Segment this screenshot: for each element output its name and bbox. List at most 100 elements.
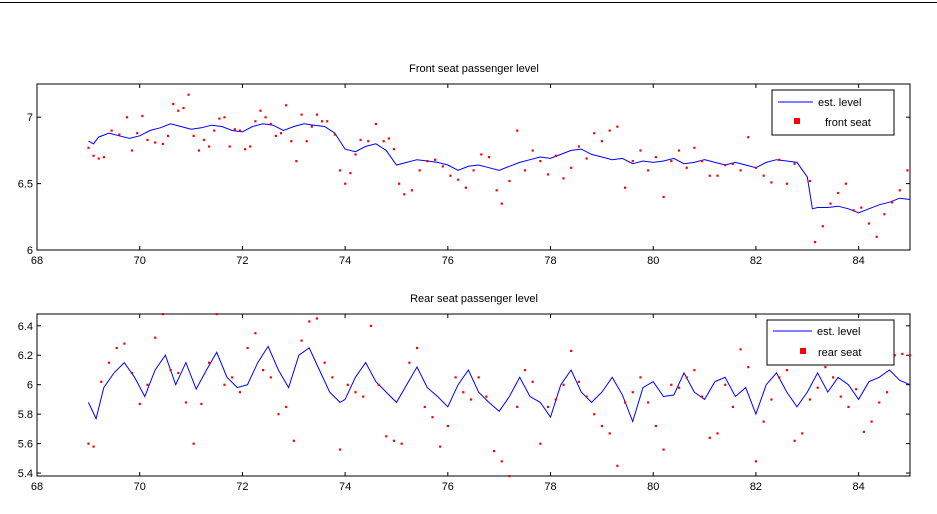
data-point bbox=[531, 380, 534, 383]
data-point bbox=[290, 140, 293, 143]
data-point bbox=[577, 380, 580, 383]
data-point bbox=[354, 153, 357, 156]
data-point bbox=[870, 420, 873, 423]
data-point bbox=[200, 402, 203, 405]
data-point bbox=[480, 153, 483, 156]
data-point bbox=[354, 391, 357, 394]
data-point bbox=[754, 460, 758, 463]
data-point bbox=[172, 102, 175, 106]
data-point bbox=[349, 172, 352, 175]
data-point bbox=[739, 169, 742, 172]
data-point bbox=[259, 109, 262, 112]
data-point bbox=[110, 129, 113, 132]
data-point bbox=[778, 158, 781, 161]
data-point bbox=[177, 371, 180, 375]
data-point bbox=[508, 475, 511, 478]
data-point bbox=[785, 182, 788, 185]
data-point bbox=[875, 235, 878, 238]
x-tick-label: 80 bbox=[647, 481, 659, 493]
data-point bbox=[331, 376, 334, 379]
data-point bbox=[305, 140, 308, 143]
data-point bbox=[131, 371, 134, 375]
legend-label-rear-seat: rear seat bbox=[818, 347, 861, 359]
data-point bbox=[837, 191, 840, 195]
data-point bbox=[228, 145, 231, 148]
front-seat-panel: Front seat passenger level 68 70 72 74 76 78 8… bbox=[18, 63, 911, 267]
y-tick-label: 6 bbox=[27, 380, 33, 392]
data-point bbox=[893, 354, 896, 357]
data-point bbox=[359, 138, 362, 141]
data-point bbox=[901, 352, 904, 355]
x-tick-label: 78 bbox=[544, 255, 556, 267]
legend-point-swatch bbox=[794, 118, 800, 124]
legend-label-front-seat: front seat bbox=[825, 117, 871, 129]
axis-ticks: 68 70 72 74 76 78 80 82 84 5.4 5.6 5.8 6 6.2 6.4 bbox=[18, 314, 910, 493]
data-point bbox=[102, 156, 105, 159]
data-point bbox=[274, 134, 277, 137]
chart-title: Rear seat passenger level bbox=[410, 293, 538, 305]
data-point bbox=[449, 174, 452, 177]
data-point bbox=[670, 160, 673, 163]
data-point bbox=[233, 128, 236, 131]
data-point bbox=[867, 222, 871, 225]
data-point bbox=[516, 129, 519, 132]
data-point bbox=[369, 324, 372, 327]
data-point bbox=[382, 140, 385, 143]
data-point bbox=[808, 179, 812, 183]
legend-point-swatch bbox=[800, 348, 806, 354]
data-point bbox=[208, 145, 211, 148]
data-point bbox=[600, 424, 604, 428]
data-point bbox=[639, 376, 642, 379]
data-point bbox=[192, 442, 195, 445]
x-tick-label: 80 bbox=[647, 255, 659, 267]
data-point bbox=[339, 169, 342, 172]
data-point bbox=[670, 383, 673, 386]
data-point bbox=[493, 450, 496, 453]
data-point bbox=[883, 213, 886, 216]
x-tick-label: 78 bbox=[544, 481, 556, 493]
data-point bbox=[624, 401, 627, 404]
data-point bbox=[677, 149, 681, 152]
data-point bbox=[123, 342, 126, 345]
data-point bbox=[839, 395, 842, 398]
data-point bbox=[878, 401, 881, 404]
data-point bbox=[97, 157, 100, 160]
data-point bbox=[246, 346, 249, 350]
data-point bbox=[262, 369, 265, 372]
legend-box bbox=[771, 89, 895, 136]
x-tick-label: 76 bbox=[442, 481, 454, 493]
data-point bbox=[202, 138, 206, 141]
data-point bbox=[570, 349, 573, 352]
legend-box bbox=[766, 319, 895, 366]
data-point bbox=[600, 140, 604, 143]
data-point bbox=[801, 432, 804, 435]
data-point bbox=[562, 177, 565, 180]
data-point bbox=[677, 386, 681, 389]
data-point bbox=[464, 186, 467, 189]
data-point bbox=[362, 395, 365, 398]
data-point bbox=[793, 439, 796, 442]
plot-frame bbox=[36, 313, 911, 477]
data-point bbox=[87, 146, 90, 149]
data-point bbox=[197, 149, 200, 152]
legend: est. level rear seat bbox=[766, 319, 895, 366]
data-point bbox=[547, 405, 550, 408]
data-point bbox=[770, 398, 773, 401]
data-point bbox=[138, 402, 141, 405]
data-point bbox=[374, 122, 378, 125]
data-point bbox=[249, 145, 252, 148]
data-point bbox=[762, 174, 765, 177]
data-point bbox=[344, 182, 347, 185]
data-point bbox=[891, 201, 894, 204]
data-point bbox=[277, 413, 280, 416]
y-tick-label: 6 bbox=[27, 245, 33, 257]
data-point bbox=[118, 133, 121, 136]
data-point bbox=[423, 405, 426, 408]
data-point bbox=[161, 313, 164, 316]
data-point bbox=[177, 109, 180, 112]
data-point bbox=[472, 169, 475, 172]
plot-frame bbox=[36, 83, 911, 251]
data-point bbox=[285, 405, 288, 408]
data-point bbox=[739, 348, 742, 351]
data-point bbox=[909, 354, 912, 357]
